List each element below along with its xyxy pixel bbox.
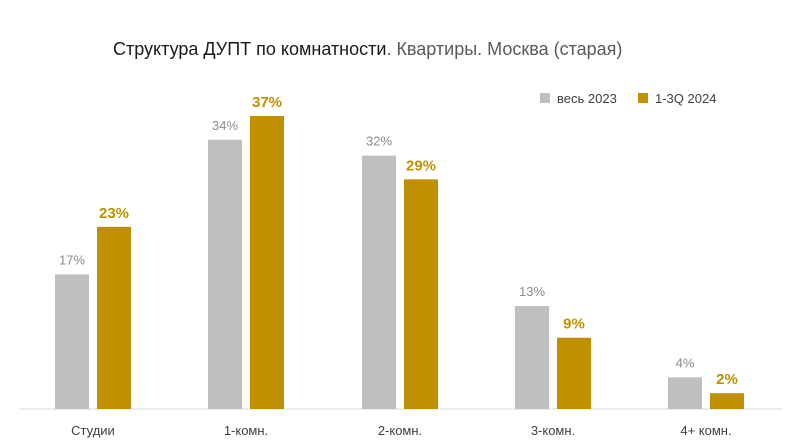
bar-2024-2 bbox=[404, 179, 438, 409]
category-label-4: 4+ комн. bbox=[680, 423, 731, 438]
chart-title-main: Структура ДУПТ по комнатности bbox=[113, 39, 386, 59]
legend-label-2024: 1-3Q 2024 bbox=[655, 91, 716, 106]
bar-2024-0 bbox=[97, 226, 131, 409]
data-label-2023-0: 17% bbox=[59, 252, 85, 267]
data-label-2024-0: 23% bbox=[99, 205, 129, 222]
category-label-1: 1-комн. bbox=[224, 423, 268, 438]
bar-2023-2 bbox=[362, 155, 396, 409]
legend: весь 2023 1-3Q 2024 bbox=[540, 91, 716, 106]
data-label-2023-4: 4% bbox=[676, 355, 695, 370]
category-label-2: 2-комн. bbox=[378, 423, 422, 438]
data-label-2023-2: 32% bbox=[366, 134, 392, 149]
bars-group bbox=[55, 116, 744, 409]
data-label-2024-3: 9% bbox=[563, 316, 585, 333]
data-label-2024-1: 37% bbox=[252, 94, 282, 111]
legend-swatch-2023 bbox=[540, 93, 550, 103]
chart-title-sub: . Квартиры. Москва (старая) bbox=[386, 39, 622, 59]
labels-group: 17% 23% Студии 34% 37% 1-комн. 32% 29% 2-комн. 13… bbox=[59, 94, 738, 438]
data-label-2024-2: 29% bbox=[406, 157, 436, 174]
legend-swatch-2024 bbox=[638, 93, 648, 103]
bar-2023-3 bbox=[515, 306, 549, 409]
data-label-2023-3: 13% bbox=[519, 284, 545, 299]
chart-title: Структура ДУПТ по комнатности. Квартиры.… bbox=[113, 39, 622, 59]
bar-2023-4 bbox=[668, 377, 702, 409]
category-label-3: 3-комн. bbox=[531, 423, 575, 438]
data-label-2024-4: 2% bbox=[716, 371, 738, 388]
data-label-2023-1: 34% bbox=[212, 118, 238, 133]
bar-2023-0 bbox=[55, 274, 89, 409]
legend-label-2023: весь 2023 bbox=[557, 91, 617, 106]
bar-2023-1 bbox=[208, 139, 242, 409]
category-label-0: Студии bbox=[71, 423, 115, 438]
bar-2024-3 bbox=[557, 337, 591, 409]
bar-2024-1 bbox=[250, 116, 284, 409]
bar-2024-4 bbox=[710, 393, 744, 409]
